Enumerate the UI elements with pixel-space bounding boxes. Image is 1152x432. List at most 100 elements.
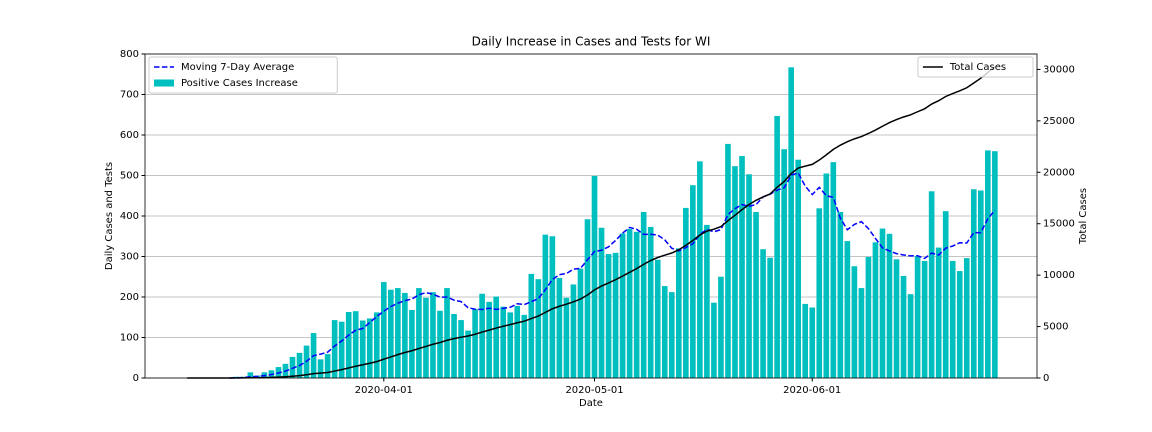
bar: [992, 151, 998, 378]
bar: [633, 231, 640, 378]
bar: [683, 207, 689, 378]
bar: [970, 189, 977, 378]
bar: [289, 356, 296, 378]
x-axis-label: Date: [579, 398, 603, 409]
bar: [753, 211, 759, 378]
bar: [949, 260, 956, 378]
bar: [893, 259, 900, 378]
bar: [928, 191, 935, 378]
y-tick-label: 800: [120, 49, 139, 60]
bar: [619, 233, 626, 378]
legend-label: Positive Cases Increase: [181, 78, 298, 89]
bar: [668, 292, 675, 378]
legend-box: [917, 56, 1034, 78]
y-tick-label: 300: [120, 252, 139, 263]
y-tick-label: 0: [133, 373, 139, 384]
bar: [697, 161, 703, 378]
bar: [324, 354, 331, 378]
bar: [380, 282, 387, 378]
bar: [345, 311, 352, 378]
bar: [366, 318, 373, 378]
line-series: [187, 66, 996, 379]
bar: [774, 115, 780, 378]
bar: [528, 273, 535, 378]
bar: [718, 276, 724, 378]
bar: [985, 150, 991, 378]
bar: [458, 320, 464, 378]
y-tick-label: 500: [120, 171, 139, 182]
bar: [317, 359, 324, 378]
y2-tick-label: 30000: [1043, 64, 1075, 75]
bar: [423, 297, 429, 378]
bar: [956, 271, 963, 378]
bar: [472, 309, 478, 378]
bar: [675, 248, 682, 378]
bar: [486, 301, 492, 378]
bar: [451, 314, 457, 378]
legend: Total Cases: [917, 56, 1034, 78]
y2-tick-label: 10000: [1043, 270, 1075, 281]
y-tick-label: 600: [120, 130, 139, 141]
bar: [858, 288, 865, 378]
bar: [437, 310, 443, 378]
bar: [563, 297, 570, 378]
bar: [373, 312, 380, 378]
bar: [725, 143, 731, 378]
bar: [837, 211, 844, 378]
legend: Moving 7-Day Average Positive Cases Incre…: [148, 56, 338, 94]
bar: [577, 268, 584, 378]
bar: [711, 302, 717, 378]
bar: [640, 211, 647, 378]
bar: [900, 275, 907, 378]
bar: [388, 289, 394, 378]
legend-label: Total Cases: [949, 62, 1006, 73]
chart-title: Daily Increase in Cases and Tests for WI: [472, 35, 711, 49]
bar: [542, 234, 549, 378]
bar: [591, 175, 598, 378]
y-axis-label: Daily Cases and Tests: [104, 162, 115, 270]
bar: [809, 307, 816, 378]
bar: [872, 242, 879, 378]
axes-frame: [144, 53, 1038, 379]
bar: [935, 247, 942, 378]
bar: [535, 279, 542, 378]
bar: [647, 226, 654, 378]
legend-box: [148, 56, 338, 94]
bar: [879, 228, 886, 378]
bar: [359, 320, 366, 378]
bar: [493, 296, 499, 378]
bar: [352, 311, 359, 378]
bar: [661, 286, 668, 378]
bar: [907, 294, 914, 378]
bar: [830, 162, 837, 378]
y-tick-label: 100: [120, 333, 139, 344]
y2-tick-label: 15000: [1043, 219, 1075, 230]
bar: [626, 228, 633, 378]
legend-label: Moving 7-Day Average: [181, 62, 294, 73]
bar: [605, 254, 612, 378]
bar: [247, 372, 254, 378]
x-tick-label: 2020-06-01: [783, 385, 841, 396]
y-tick-label: 700: [120, 90, 139, 101]
y2-tick-label: 0: [1043, 373, 1049, 384]
bar: [844, 241, 851, 378]
bar: [767, 257, 773, 378]
bar: [781, 149, 787, 378]
legend-swatch: [154, 79, 174, 87]
bar: [851, 266, 858, 378]
bar: [598, 227, 605, 378]
bar: [549, 236, 556, 378]
bar: [978, 190, 984, 378]
bar: [886, 233, 893, 378]
bar: [746, 174, 752, 378]
bar: [338, 321, 345, 378]
bar: [760, 249, 766, 378]
bar: [788, 67, 794, 379]
bar: [430, 292, 436, 378]
bar: [654, 259, 661, 378]
bar: [465, 330, 471, 378]
bar: [584, 219, 591, 378]
bar: [570, 284, 577, 378]
bar: [942, 211, 949, 378]
bar: [921, 260, 928, 378]
